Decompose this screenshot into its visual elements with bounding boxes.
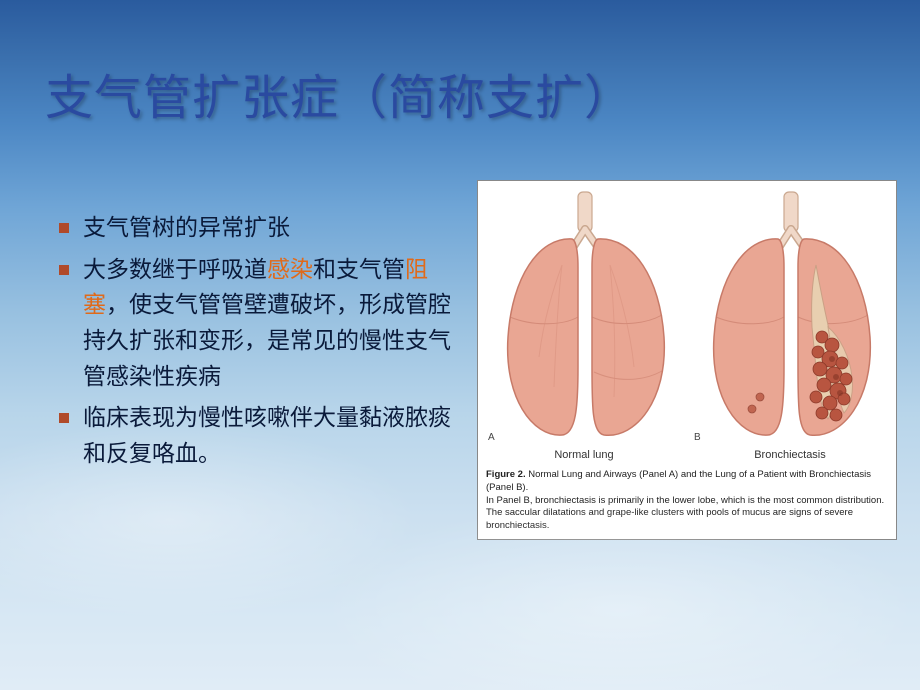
- caption-line1: Normal Lung and Airways (Panel A) and th…: [486, 469, 871, 493]
- lung-normal-illustration: [484, 187, 684, 447]
- panel-b-label: Bronchiectasis: [690, 449, 890, 461]
- bullet-list: 支气管树的异常扩张 大多数继于呼吸道感染和支气管阻塞，使支气管管壁遭破坏，形成管…: [55, 210, 455, 477]
- list-item: 临床表现为慢性咳嗽伴大量黏液脓痰和反复咯血。: [55, 400, 455, 471]
- panel-b: B Bronchiectasis: [690, 187, 890, 461]
- panel-a-label: Normal lung: [484, 449, 684, 461]
- figure-caption: Figure 2. Normal Lung and Airways (Panel…: [484, 469, 890, 535]
- caption-line2: In Panel B, bronchiectasis is primarily …: [486, 495, 884, 532]
- list-item: 支气管树的异常扩张: [55, 210, 455, 246]
- panel-corner-label: B: [694, 432, 701, 443]
- list-item: 大多数继于呼吸道感染和支气管阻塞，使支气管管壁遭破坏，形成管腔持久扩张和变形，是…: [55, 252, 455, 395]
- panel-a: A Normal lung: [484, 187, 684, 461]
- caption-figure-number: Figure 2.: [486, 469, 526, 480]
- figure-container: A Normal lung: [477, 180, 897, 540]
- slide-title: 支气管扩张症（简称支扩）: [45, 58, 633, 128]
- figure-panels: A Normal lung: [484, 187, 890, 461]
- lung-bronchiectasis-illustration: [690, 187, 890, 447]
- panel-corner-label: A: [488, 432, 495, 443]
